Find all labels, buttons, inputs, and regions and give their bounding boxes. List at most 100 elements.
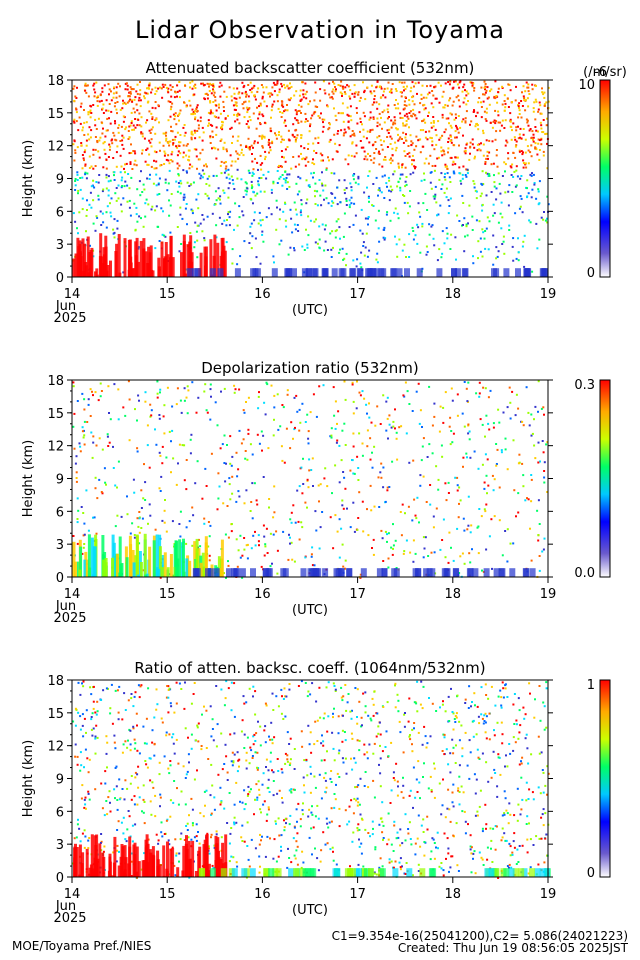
noise-pixel: [511, 163, 514, 166]
noise-pixel: [176, 146, 179, 149]
noise-pixel: [209, 524, 212, 527]
noise-pixel: [183, 839, 186, 841]
noise-pixel: [81, 724, 84, 727]
noise-pixel: [534, 457, 537, 460]
noise-pixel: [293, 249, 296, 252]
noise-pixel: [542, 824, 545, 827]
noise-pixel: [112, 228, 115, 231]
noise-pixel: [485, 715, 488, 718]
noise-pixel: [222, 106, 225, 109]
noise-pixel: [318, 773, 321, 776]
noise-pixel: [418, 111, 421, 114]
noise-pixel: [340, 527, 343, 530]
noise-pixel: [275, 83, 278, 86]
noise-pixel: [160, 475, 163, 478]
noise-pixel: [408, 403, 411, 405]
noise-pixel: [177, 113, 180, 116]
colorbar: [599, 379, 611, 578]
noise-pixel: [525, 386, 528, 389]
noise-pixel: [259, 865, 261, 868]
noise-pixel: [442, 700, 444, 703]
noise-pixel: [326, 249, 329, 251]
noise-pixel: [179, 134, 182, 136]
noise-pixel: [94, 136, 97, 138]
surface-cell: [346, 568, 353, 577]
x-tick-label: 16: [254, 287, 271, 302]
noise-pixel: [319, 152, 322, 155]
noise-pixel: [509, 118, 512, 121]
noise-pixel: [415, 135, 418, 138]
noise-pixel: [90, 431, 93, 434]
noise-pixel: [378, 721, 381, 724]
noise-pixel: [341, 429, 344, 432]
noise-pixel: [231, 764, 234, 767]
noise-pixel: [120, 515, 123, 518]
noise-pixel: [306, 478, 309, 481]
noise-pixel: [284, 148, 287, 151]
x-tick-label: 18: [445, 287, 462, 302]
noise-pixel: [487, 396, 490, 399]
noise-pixel: [309, 731, 312, 734]
noise-pixel: [480, 86, 483, 89]
noise-pixel: [448, 99, 451, 102]
noise-pixel: [188, 814, 190, 817]
noise-pixel: [298, 109, 301, 112]
noise-pixel: [531, 270, 534, 273]
layer-column: [201, 552, 205, 577]
noise-pixel: [282, 406, 285, 409]
noise-pixel: [423, 762, 425, 765]
noise-pixel: [502, 411, 505, 414]
noise-pixel: [281, 111, 284, 114]
noise-pixel: [151, 126, 154, 129]
noise-pixel: [174, 90, 176, 93]
noise-pixel: [263, 190, 266, 193]
noise-pixel: [471, 229, 474, 231]
noise-pixel: [364, 98, 367, 101]
noise-pixel: [81, 176, 84, 179]
noise-pixel: [285, 177, 288, 179]
noise-pixel: [474, 125, 477, 128]
noise-pixel: [301, 402, 304, 405]
noise-pixel: [469, 123, 471, 126]
signal-field: [72, 380, 549, 579]
noise-pixel: [544, 133, 547, 135]
noise-pixel: [257, 534, 260, 537]
noise-pixel: [456, 476, 459, 479]
noise-pixel: [469, 81, 472, 84]
noise-pixel: [382, 158, 385, 161]
noise-pixel: [355, 152, 358, 155]
noise-pixel: [411, 159, 413, 162]
noise-pixel: [261, 162, 264, 165]
noise-pixel: [282, 105, 285, 108]
noise-pixel: [130, 120, 133, 123]
noise-pixel: [493, 174, 495, 177]
noise-pixel: [540, 751, 543, 754]
surface-cell: [315, 568, 322, 577]
noise-pixel: [135, 103, 138, 106]
noise-pixel: [525, 118, 528, 121]
noise-pixel: [171, 736, 174, 739]
noise-pixel: [367, 195, 370, 198]
noise-pixel: [172, 801, 175, 804]
noise-pixel: [150, 208, 153, 211]
surface-cell: [231, 568, 238, 577]
noise-pixel: [431, 140, 434, 143]
noise-pixel: [254, 751, 257, 754]
noise-pixel: [189, 86, 191, 89]
noise-pixel: [482, 864, 485, 866]
noise-pixel: [108, 148, 111, 151]
surface-cell: [239, 568, 246, 577]
noise-pixel: [410, 86, 413, 89]
noise-pixel: [394, 235, 396, 238]
noise-pixel: [204, 98, 206, 101]
noise-pixel: [189, 104, 192, 107]
noise-pixel: [120, 210, 123, 213]
noise-pixel: [445, 857, 447, 860]
noise-pixel: [321, 130, 324, 133]
noise-pixel: [485, 414, 488, 417]
noise-pixel: [157, 87, 160, 90]
noise-pixel: [215, 157, 218, 160]
noise-pixel: [97, 181, 100, 184]
noise-pixel: [384, 237, 387, 240]
noise-pixel: [416, 791, 419, 793]
